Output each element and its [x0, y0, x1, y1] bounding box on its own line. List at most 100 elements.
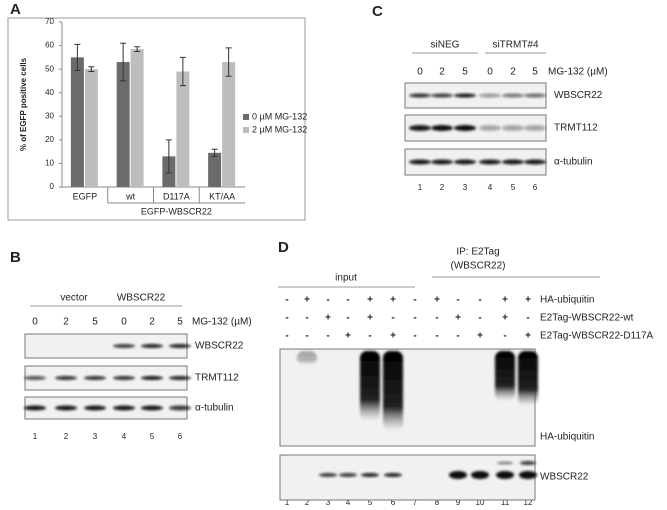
band: [339, 473, 357, 477]
band: [524, 125, 546, 131]
sign: -: [413, 331, 416, 342]
band: [55, 376, 77, 380]
group-label: siNEG: [431, 40, 460, 51]
sign: -: [478, 295, 481, 306]
sign: +: [502, 313, 508, 324]
sign: +: [367, 313, 373, 324]
row-label: HA-ubiquitin: [540, 295, 594, 306]
lane-number: 5: [368, 498, 373, 507]
lane-number: 4: [346, 498, 351, 507]
band: [454, 159, 476, 165]
lane-number: 12: [524, 498, 533, 507]
blot-label: WBSCR22: [554, 90, 603, 101]
band: [409, 93, 431, 98]
lane-number: 9: [456, 498, 461, 507]
sign: +: [525, 331, 531, 342]
lane-number: 4: [122, 432, 127, 441]
y-tick-label: 0: [50, 182, 55, 191]
y-axis-label: % of EGFP positive cells: [19, 57, 28, 151]
input-label: input: [335, 273, 357, 284]
sign: -: [346, 295, 349, 306]
sign: -: [305, 313, 308, 324]
dose: 2: [149, 317, 155, 328]
error-bar: [179, 56, 186, 87]
band: [479, 159, 501, 165]
lane-number: 1: [285, 498, 290, 507]
dose-label: MG-132 (µM): [548, 67, 608, 78]
sign: -: [346, 313, 349, 324]
lane-number: 8: [435, 498, 440, 507]
band: [113, 405, 135, 411]
dose: 0: [487, 67, 493, 78]
lane-number: 2: [440, 183, 445, 192]
lane-number: 2: [64, 432, 69, 441]
y-tick-label: 20: [45, 135, 54, 144]
x-tick-label: EGFP: [73, 191, 98, 201]
sign: +: [390, 295, 396, 306]
row-label: E2Tag-WBSCR22-D117A: [540, 331, 654, 342]
y-tick-label: 30: [45, 111, 54, 120]
bar: [208, 152, 222, 187]
sign: -: [326, 295, 329, 306]
error-bar: [165, 139, 172, 174]
panel-letter: B: [10, 249, 21, 266]
band: [141, 376, 163, 380]
sign: -: [456, 295, 459, 306]
band: [24, 405, 46, 411]
bar: [70, 57, 84, 187]
bar: [176, 71, 190, 187]
sign: -: [435, 313, 438, 324]
sign: +: [345, 331, 351, 342]
sign: -: [391, 313, 394, 324]
band: [169, 344, 191, 348]
legend-swatch: [243, 127, 249, 133]
sign: +: [477, 331, 483, 342]
panel-letter: A: [10, 1, 21, 18]
x-tick-label: KT/AA: [209, 191, 235, 201]
lane-number: 6: [178, 432, 183, 441]
y-tick-label: 50: [45, 64, 54, 73]
x-tick-label: wt: [125, 191, 135, 201]
band: [384, 473, 402, 477]
smear: [360, 351, 380, 421]
sign: -: [413, 313, 416, 324]
error-bar: [134, 46, 141, 52]
group-label: WBSCR22: [117, 293, 166, 304]
band: [141, 344, 163, 348]
y-tick-label: 10: [45, 159, 54, 168]
lane-number: 10: [476, 498, 485, 507]
lane-number: 3: [326, 498, 331, 507]
lane-number: 6: [533, 183, 538, 192]
band: [361, 473, 379, 477]
smear: [297, 351, 317, 365]
band: [454, 125, 476, 131]
band: [502, 159, 524, 165]
sign: -: [413, 295, 416, 306]
lane-number: 11: [501, 498, 510, 507]
ip-label: (WBSCR22): [450, 261, 505, 272]
error-bar: [120, 42, 127, 82]
band: [84, 405, 106, 411]
legend-swatch: [243, 114, 249, 120]
band: [524, 93, 546, 98]
bar: [222, 62, 236, 188]
error-bar: [74, 43, 81, 71]
chart-frame: [7, 17, 306, 221]
lane-number: 3: [463, 183, 468, 192]
sign: -: [285, 331, 288, 342]
x-tick-label: D117A: [163, 191, 190, 201]
dose: 5: [532, 67, 538, 78]
smear: [383, 351, 403, 431]
lane-number: 6: [391, 498, 396, 507]
ip-label: IP: E2Tag: [456, 247, 499, 258]
lane-number: 5: [150, 432, 155, 441]
sign: -: [305, 331, 308, 342]
blot-label: α-tubulin: [195, 403, 234, 414]
row-label: E2Tag-WBSCR22-wt: [540, 313, 634, 324]
dose: 5: [462, 67, 468, 78]
lane-number: 7: [413, 498, 418, 507]
blot: [279, 454, 536, 501]
group-label: siTRMT#4: [492, 40, 539, 51]
